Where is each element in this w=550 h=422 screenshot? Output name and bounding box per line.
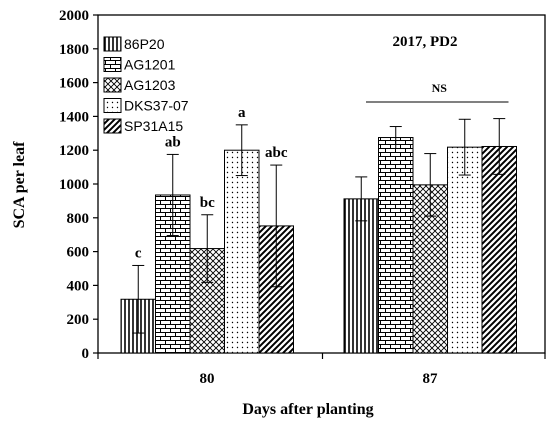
x-axis-title: Days after planting bbox=[242, 401, 373, 418]
ns-annotation: NS bbox=[432, 81, 448, 95]
legend: 86P20 AG1201 AG1203 DKS37-07 SP31A15 bbox=[103, 36, 189, 134]
panel-label: 2017, PD2 bbox=[393, 34, 458, 50]
legend-swatch bbox=[103, 118, 122, 134]
y-tick-label: 1200 bbox=[59, 143, 89, 159]
plot-area: 0 200 400 600 800 1000 1200 1400 1600 1800 2000 80 8… bbox=[59, 8, 546, 387]
x-tick-label: 80 bbox=[200, 371, 215, 387]
legend-item: SP31A15 bbox=[103, 118, 183, 134]
legend-label: SP31A15 bbox=[124, 118, 183, 134]
legend-item: AG1203 bbox=[103, 77, 176, 93]
significance-letter: c bbox=[135, 245, 142, 261]
bar bbox=[224, 149, 260, 354]
y-tick-label: 800 bbox=[67, 211, 90, 227]
y-axis-title: SCA per leaf bbox=[11, 141, 28, 228]
legend-label: AG1201 bbox=[124, 57, 176, 73]
y-tick-label: 2000 bbox=[59, 8, 89, 24]
legend-label: 86P20 bbox=[124, 36, 165, 52]
legend-label: DKS37-07 bbox=[124, 98, 189, 114]
y-tick-label: 1600 bbox=[59, 76, 89, 92]
bar bbox=[343, 198, 379, 354]
bar bbox=[378, 137, 414, 354]
legend-item: AG1201 bbox=[103, 57, 176, 73]
legend-swatch bbox=[103, 36, 122, 52]
legend-swatch bbox=[103, 77, 122, 93]
significance-letter: bc bbox=[200, 195, 215, 211]
legend-item: DKS37-07 bbox=[103, 98, 189, 114]
bar bbox=[481, 145, 517, 354]
y-tick-label: 0 bbox=[82, 346, 90, 362]
significance-letter: ab bbox=[165, 134, 181, 150]
y-tick-label: 1400 bbox=[59, 109, 89, 125]
significance-letter: a bbox=[238, 105, 246, 121]
legend-item: 86P20 bbox=[103, 36, 165, 52]
y-tick-label: 400 bbox=[67, 278, 90, 294]
significance-letter: abc bbox=[265, 145, 288, 161]
y-tick-label: 1000 bbox=[59, 177, 89, 193]
y-tick-label: 200 bbox=[67, 312, 90, 328]
x-tick-label: 87 bbox=[423, 371, 439, 387]
legend-swatch bbox=[103, 57, 122, 72]
bar bbox=[447, 146, 483, 354]
y-tick-label: 1800 bbox=[59, 42, 89, 58]
y-tick-label: 600 bbox=[67, 245, 90, 261]
legend-label: AG1203 bbox=[124, 77, 176, 93]
legend-swatch bbox=[103, 98, 122, 113]
